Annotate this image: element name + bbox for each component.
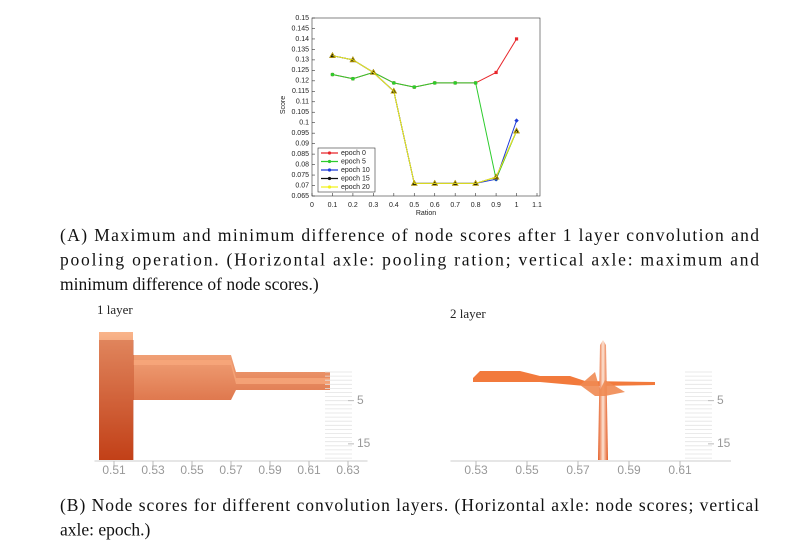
plot-frame bbox=[311, 17, 541, 197]
marker bbox=[514, 118, 519, 123]
y-tick-label: 0.075 bbox=[291, 172, 309, 179]
marker bbox=[451, 179, 459, 186]
x-tick-label: 0.8 bbox=[471, 202, 481, 209]
ridge-shapes-1 bbox=[99, 332, 330, 460]
series-line bbox=[332, 55, 518, 184]
x-tick-label: 0.5 bbox=[409, 202, 419, 209]
x-tick-label: 0.61 bbox=[297, 463, 321, 477]
y-tick-label: 5 bbox=[357, 393, 364, 407]
legend-label: epoch 0 bbox=[341, 150, 366, 157]
y-tick-label: 0.095 bbox=[291, 130, 309, 137]
marker bbox=[492, 173, 500, 180]
x-tick-label: 0.63 bbox=[336, 463, 360, 477]
marker bbox=[453, 81, 457, 85]
marker bbox=[330, 72, 335, 77]
x-axis-label: Ration bbox=[416, 210, 436, 217]
y-tick-label: 15 bbox=[717, 436, 731, 450]
marker bbox=[392, 81, 396, 85]
marker bbox=[473, 81, 478, 85]
x-tick-label: 0.2 bbox=[348, 202, 358, 209]
marker bbox=[431, 179, 439, 186]
y-tick-label: 0.135 bbox=[291, 46, 309, 53]
x-tick-label: 0.61 bbox=[668, 463, 692, 477]
legend-marker bbox=[327, 159, 332, 164]
x-tick-label: 0.57 bbox=[566, 463, 590, 477]
legend-box bbox=[317, 147, 376, 193]
ridge-shape bbox=[473, 371, 655, 386]
legend-marker bbox=[327, 151, 332, 155]
marker bbox=[514, 37, 519, 41]
x-tick-label: 0.6 bbox=[430, 202, 440, 209]
marker bbox=[410, 179, 418, 186]
marker bbox=[472, 179, 479, 186]
caption-line: pooling operation. (Horizontal axle: poo… bbox=[60, 250, 759, 270]
x-tick-label: 0.53 bbox=[141, 463, 165, 477]
caption-line: (A) Maximum and minimum difference of no… bbox=[60, 225, 759, 245]
marker bbox=[390, 87, 398, 94]
legend-label: epoch 10 bbox=[341, 167, 370, 174]
ridge-shape bbox=[598, 340, 608, 460]
marker bbox=[351, 76, 355, 81]
x-tick-label: 0.7 bbox=[450, 202, 460, 209]
caption-line: (B) Node scores for different convolutio… bbox=[60, 495, 759, 515]
ridge-shape bbox=[133, 360, 330, 384]
marker bbox=[370, 68, 377, 75]
marker bbox=[329, 52, 336, 58]
y-tick-label: 0.09 bbox=[295, 140, 309, 147]
x-tick-label: 0.55 bbox=[515, 463, 539, 477]
caption-line: axle: epoch.) bbox=[60, 520, 151, 540]
marker bbox=[412, 85, 417, 89]
y-tick-label: 0.15 bbox=[295, 15, 309, 22]
legend-label: epoch 15 bbox=[341, 175, 370, 182]
y-axis-label: Score bbox=[280, 96, 287, 114]
x-tick-label: 0.59 bbox=[617, 463, 641, 477]
y-tick-label: 0.08 bbox=[295, 161, 309, 168]
y-tick-label: 0.115 bbox=[292, 88, 309, 95]
x-tick-label: 0.51 bbox=[102, 463, 126, 477]
x-tick-label: 1.1 bbox=[532, 202, 542, 209]
y-tick-label: 0.065 bbox=[291, 193, 309, 200]
legend-marker bbox=[327, 176, 332, 181]
y-tick-label: 0.11 bbox=[296, 99, 309, 106]
y-tick-label: 15 bbox=[357, 436, 371, 450]
y-tick-label: 5 bbox=[717, 393, 724, 407]
ridge-shape bbox=[580, 372, 625, 396]
y-tick-label: 0.085 bbox=[291, 151, 309, 158]
legend-marker bbox=[327, 185, 332, 189]
legend-label: epoch 5 bbox=[341, 158, 366, 165]
y-tick-label: 0.145 bbox=[291, 25, 309, 32]
x-tick-label: 0.55 bbox=[180, 463, 204, 477]
marker bbox=[349, 56, 357, 63]
y-tick-label: 0.12 bbox=[295, 78, 309, 85]
y-tick-label: 0.125 bbox=[291, 67, 309, 74]
panel-title: 2 layer bbox=[450, 306, 486, 321]
marker bbox=[513, 127, 520, 134]
x-tick-label: 0.1 bbox=[328, 202, 338, 209]
legend-label: epoch 20 bbox=[341, 184, 370, 191]
ridge-shape bbox=[99, 340, 134, 460]
y-tick-label: 0.13 bbox=[295, 57, 309, 64]
series-line bbox=[332, 38, 517, 88]
x-tick-label: 1 bbox=[515, 202, 519, 209]
series-line bbox=[332, 71, 518, 181]
marker bbox=[432, 81, 437, 85]
x-tick-label: 0 bbox=[310, 202, 314, 209]
legend-marker bbox=[327, 168, 332, 172]
x-tick-label: 0.3 bbox=[368, 202, 378, 209]
y-tick-label: 0.14 bbox=[295, 36, 309, 43]
y-tick-label: 0.1 bbox=[299, 120, 309, 127]
y-tick-label: 0.07 bbox=[295, 182, 309, 189]
caption-line: minimum difference of node scores.) bbox=[60, 274, 319, 294]
x-tick-label: 0.59 bbox=[258, 463, 282, 477]
x-tick-label: 0.53 bbox=[464, 463, 488, 477]
x-tick-label: 0.9 bbox=[491, 202, 501, 209]
y-tick-label: 0.105 bbox=[291, 109, 309, 116]
x-tick-label: 0.4 bbox=[389, 202, 399, 209]
x-tick-label: 0.57 bbox=[219, 463, 243, 477]
ridge-shapes-2 bbox=[473, 340, 655, 460]
panel-title: 1 layer bbox=[97, 302, 133, 317]
marker bbox=[494, 70, 498, 75]
